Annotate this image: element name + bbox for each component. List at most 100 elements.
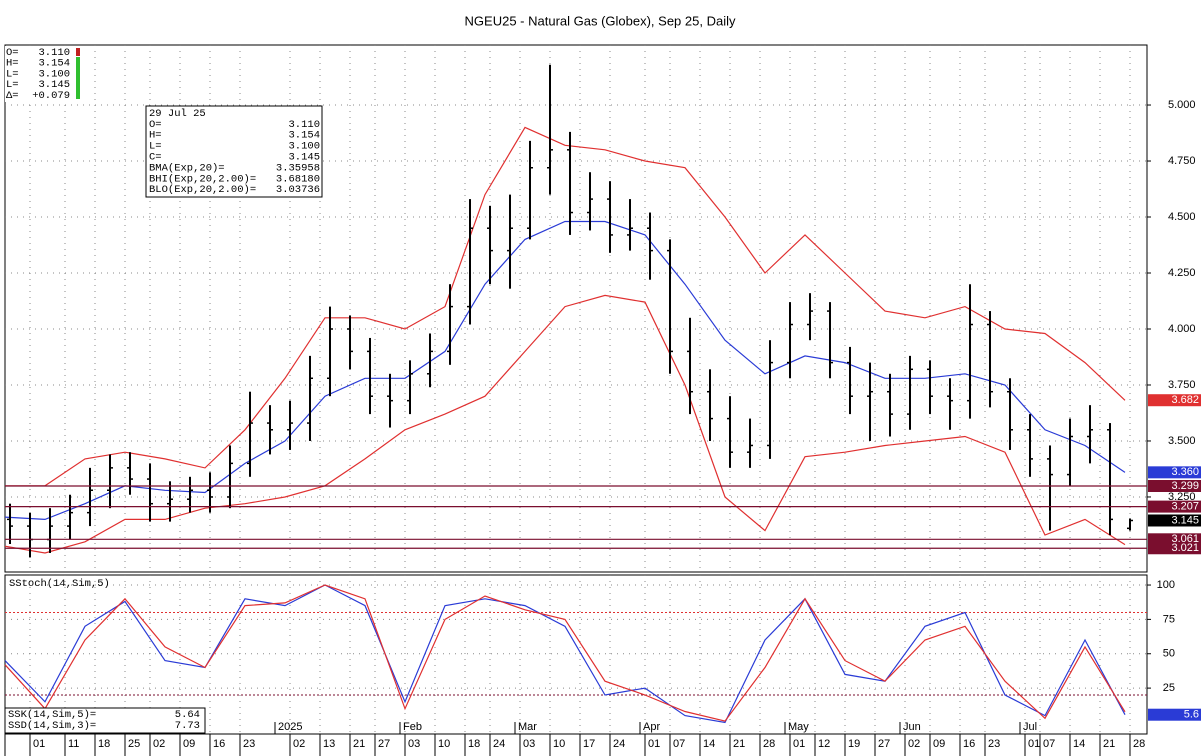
readout-value: 3.154 [38, 58, 70, 70]
x-tick-label: 02 [153, 738, 165, 750]
price-tag [1148, 394, 1201, 407]
x-tick-label: 14 [1073, 738, 1085, 750]
price-tag [1148, 500, 1201, 513]
x-tick-label: 02 [293, 738, 305, 750]
readout-value: 5.64 [175, 709, 200, 721]
x-tick-label: 17 [583, 738, 595, 750]
price-tag [1148, 708, 1201, 721]
x-tick-label: 21 [733, 738, 745, 750]
price-tag [1148, 514, 1201, 527]
quote-box [5, 46, 77, 102]
readout-label: BMA(Exp,20)= [149, 162, 225, 174]
x-tick-label: 27 [378, 738, 390, 750]
price-tag-label: 3.299 [1171, 480, 1199, 492]
overlay: SStoch(14,Sim,5) 01 11 18 25 02 09 16 23 02 13 21 2… [4, 46, 1201, 750]
x-tick-label: 19 [848, 738, 860, 750]
price-tag-label: 3.021 [1171, 542, 1199, 554]
x-major-label: Apr [643, 721, 660, 733]
x-tick-label: 23 [243, 738, 255, 750]
x-tick-label: 07 [1043, 738, 1055, 750]
readout-value: 3.154 [288, 130, 320, 142]
x-tick-label: 10 [438, 738, 450, 750]
series-line [4, 584, 1126, 724]
y-tick-label: 3.500 [1168, 435, 1196, 447]
price-tag-label: 3.207 [1171, 501, 1199, 513]
price-tag-label: 3.682 [1171, 394, 1199, 406]
x-tick-label: 07 [673, 738, 685, 750]
readout-value: 3.03736 [276, 184, 320, 196]
price-tag-label: 3.061 [1171, 533, 1199, 545]
readout-label: Δ= [6, 90, 19, 102]
x-tick-label: 03 [408, 738, 420, 750]
x-tick-label: 16 [963, 738, 975, 750]
quote-indicator-green [76, 57, 80, 99]
x-tick-label: 28 [1133, 738, 1145, 750]
x-major-label: Jun [903, 721, 921, 733]
price-panel [4, 44, 1148, 573]
readout-label: H= [149, 130, 162, 142]
y-tick-label: 4.000 [1168, 323, 1196, 335]
x-tick-label: 09 [933, 738, 945, 750]
price-tag [1148, 542, 1201, 555]
readout-label: BHI(Exp,20,2.00)= [149, 173, 256, 185]
x-tick-label: 01 [793, 738, 805, 750]
x-tick-label: 18 [468, 738, 480, 750]
x-tick-label: 10 [553, 738, 565, 750]
x-tick-label: 01 [33, 738, 45, 750]
y-tick-label: 50 [1163, 648, 1175, 660]
readout-label: H= [6, 58, 19, 70]
x-tick-label: 23 [988, 738, 1000, 750]
x-tick-label: 02 [908, 738, 920, 750]
x-tick-label: 18 [98, 738, 110, 750]
x-tick-label: 25 [128, 738, 140, 750]
readout-value: 7.73 [175, 720, 200, 732]
stoch-readout [4, 707, 206, 734]
x-tick-label: 21 [1103, 738, 1115, 750]
readout-value: 3.145 [288, 151, 320, 163]
y-tick-label: 5.000 [1168, 99, 1196, 111]
stoch-title: SStoch(14,Sim,5) [9, 578, 110, 590]
x-tick-label: 16 [213, 738, 225, 750]
readout-label: O= [149, 119, 162, 131]
data-window [145, 105, 323, 198]
x-tick-label: 11 [68, 738, 79, 750]
price-tag [1148, 466, 1201, 479]
x-tick-label: 24 [493, 738, 505, 750]
y-tick-label: 25 [1163, 682, 1175, 694]
x-major-label: Mar [518, 721, 537, 733]
x-tick-label: 03 [523, 738, 535, 750]
readout-value: 3.100 [38, 68, 70, 80]
series-line [4, 294, 1126, 554]
x-tick-label: 09 [183, 738, 195, 750]
readout-value: 3.68180 [276, 173, 320, 185]
x-tick-label: 24 [613, 738, 625, 750]
series-line [4, 584, 1126, 722]
y-tick-label: 4.500 [1168, 211, 1196, 223]
readout-value: +0.079 [32, 90, 70, 102]
chart-title: NGEU25 - Natural Gas (Globex), Sep 25, D… [465, 13, 736, 28]
readout-label: SSK(14,Sim,5)= [8, 709, 96, 721]
readout-value: 3.110 [38, 47, 70, 59]
price-tag-label: 5.6 [1184, 709, 1199, 721]
readout-label: O= [6, 47, 19, 59]
y-tick-label: 100 [1157, 579, 1175, 591]
x-major-label: 2025 [278, 721, 302, 733]
x-major-label: Jul [1023, 721, 1037, 733]
series-line [4, 220, 1126, 521]
x-tick-label: 21 [353, 738, 365, 750]
readout-label: L= [6, 79, 19, 91]
y-tick-label: 75 [1163, 613, 1175, 625]
readout-label: SSD(14,Sim,3)= [8, 720, 96, 732]
marks [4, 64, 1147, 724]
price-tag-label: 3.360 [1171, 466, 1199, 478]
readout-value: 3.110 [288, 119, 320, 131]
y-tick-label: 4.750 [1168, 155, 1196, 167]
y-tick-label: 3.750 [1168, 379, 1196, 391]
data-window-date: 29 Jul 25 [149, 108, 206, 120]
x-tick-label: 27 [878, 738, 890, 750]
readout-label: C= [149, 151, 162, 163]
x-major-label: May [788, 721, 809, 733]
x-tick-label: 14 [703, 738, 715, 750]
